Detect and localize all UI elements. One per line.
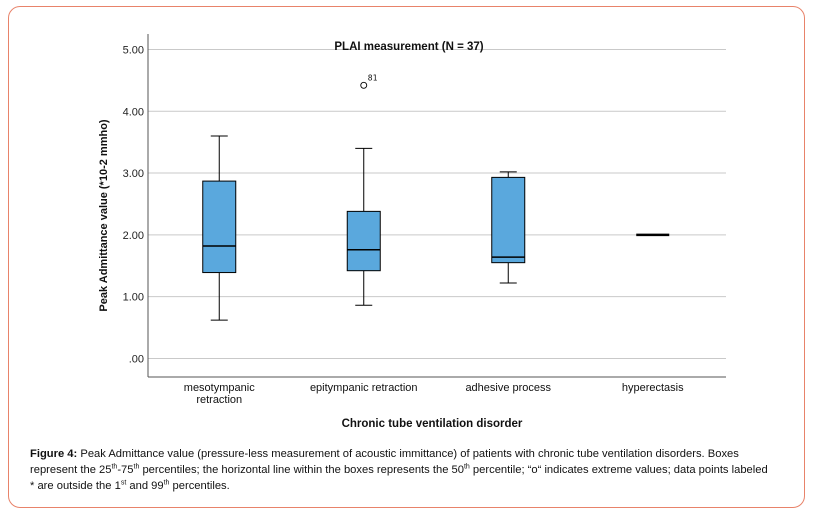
caption-sup-5: th (163, 479, 170, 487)
caption-sup-2: th (133, 463, 140, 471)
boxplot-chart: .00 1.00 2.00 3.00 4.00 5.00 PLAI measurement … (98, 34, 726, 430)
x-tick-label: retraction (196, 394, 242, 406)
outlier-point (360, 81, 368, 89)
caption-sup-4: st (120, 479, 127, 487)
iqr-box (491, 176, 526, 264)
y-tick-label: 3.00 (123, 168, 144, 180)
y-tick-label: 4.00 (123, 106, 144, 118)
chart-title: PLAI measurement (N = 37) (334, 41, 483, 53)
iqr-box (202, 180, 237, 274)
y-axis-label: Peak Admittance value (*10-2 mmho) (98, 119, 110, 311)
outlier-label: 81 (368, 73, 378, 82)
figure-caption: Figure 4: Peak Admittance value (pressur… (30, 446, 770, 494)
caption-sup-3: th (463, 463, 470, 471)
x-tick-label: hyperectasis (622, 382, 684, 394)
caption-text-3: percentiles; the horizontal line within … (139, 464, 464, 476)
caption-text-6: percentiles. (169, 480, 230, 492)
caption-text-1: Peak Admittance value (pressure-less mea… (30, 448, 739, 476)
iqr-box (346, 210, 381, 272)
figure-frame (8, 6, 805, 508)
caption-label: Figure 4: (30, 448, 78, 460)
x-tick-label: epitympanic retraction (310, 382, 418, 394)
y-tick-label: 5.00 (123, 44, 144, 56)
y-tick-label: 1.00 (123, 292, 144, 304)
x-tick-label: mesotympanic (184, 382, 255, 394)
x-tick-label: adhesive process (465, 382, 551, 394)
caption-text-2: -75 (117, 464, 134, 476)
caption-text-5: and 99 (126, 480, 164, 492)
caption-text-4: percentile; “o“ indicates extreme values… (30, 464, 768, 492)
y-tick-label: 2.00 (123, 230, 144, 242)
x-axis-label: Chronic tube ventilation disorder (342, 418, 523, 430)
y-tick-label: .00 (129, 353, 144, 365)
caption-sup-1: th (111, 463, 118, 471)
